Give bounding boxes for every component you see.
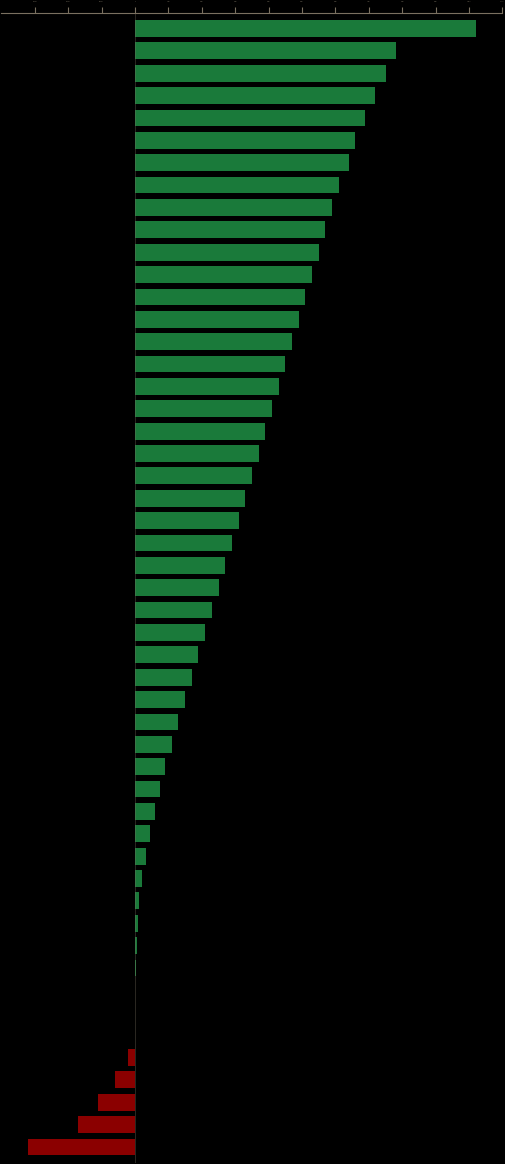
Bar xyxy=(135,289,305,305)
Bar xyxy=(135,580,218,596)
Bar xyxy=(135,199,331,215)
Bar xyxy=(135,512,238,528)
Bar xyxy=(135,65,385,81)
Bar xyxy=(135,669,191,686)
Bar xyxy=(128,1049,135,1066)
Bar xyxy=(135,177,338,193)
Bar xyxy=(135,132,355,149)
Bar xyxy=(115,1071,135,1088)
Bar xyxy=(135,87,375,104)
Bar xyxy=(135,556,225,574)
Bar xyxy=(135,959,136,977)
Bar xyxy=(135,356,285,372)
Bar xyxy=(135,803,155,819)
Bar xyxy=(135,714,178,730)
Bar xyxy=(135,267,312,283)
Bar xyxy=(135,624,205,641)
Bar xyxy=(135,311,298,327)
Bar xyxy=(135,847,145,865)
Bar xyxy=(135,109,365,127)
Bar xyxy=(135,736,171,753)
Bar xyxy=(135,534,231,552)
Bar xyxy=(98,1094,135,1110)
Bar xyxy=(135,400,271,417)
Bar xyxy=(135,468,251,484)
Bar xyxy=(135,42,395,59)
Bar xyxy=(135,445,258,462)
Bar xyxy=(135,490,245,506)
Bar xyxy=(78,1116,135,1133)
Bar xyxy=(135,915,137,931)
Bar xyxy=(135,646,198,663)
Bar xyxy=(135,333,291,350)
Bar xyxy=(135,20,475,37)
Bar xyxy=(135,243,318,261)
Bar xyxy=(135,423,265,440)
Bar xyxy=(135,602,212,618)
Bar xyxy=(135,221,325,239)
Bar xyxy=(28,1138,135,1156)
Bar xyxy=(135,825,150,843)
Bar xyxy=(135,871,141,887)
Bar xyxy=(135,378,278,395)
Bar xyxy=(135,781,160,797)
Bar xyxy=(135,155,348,171)
Bar xyxy=(135,937,136,954)
Bar xyxy=(135,758,165,775)
Bar xyxy=(135,893,139,909)
Bar xyxy=(135,691,185,708)
